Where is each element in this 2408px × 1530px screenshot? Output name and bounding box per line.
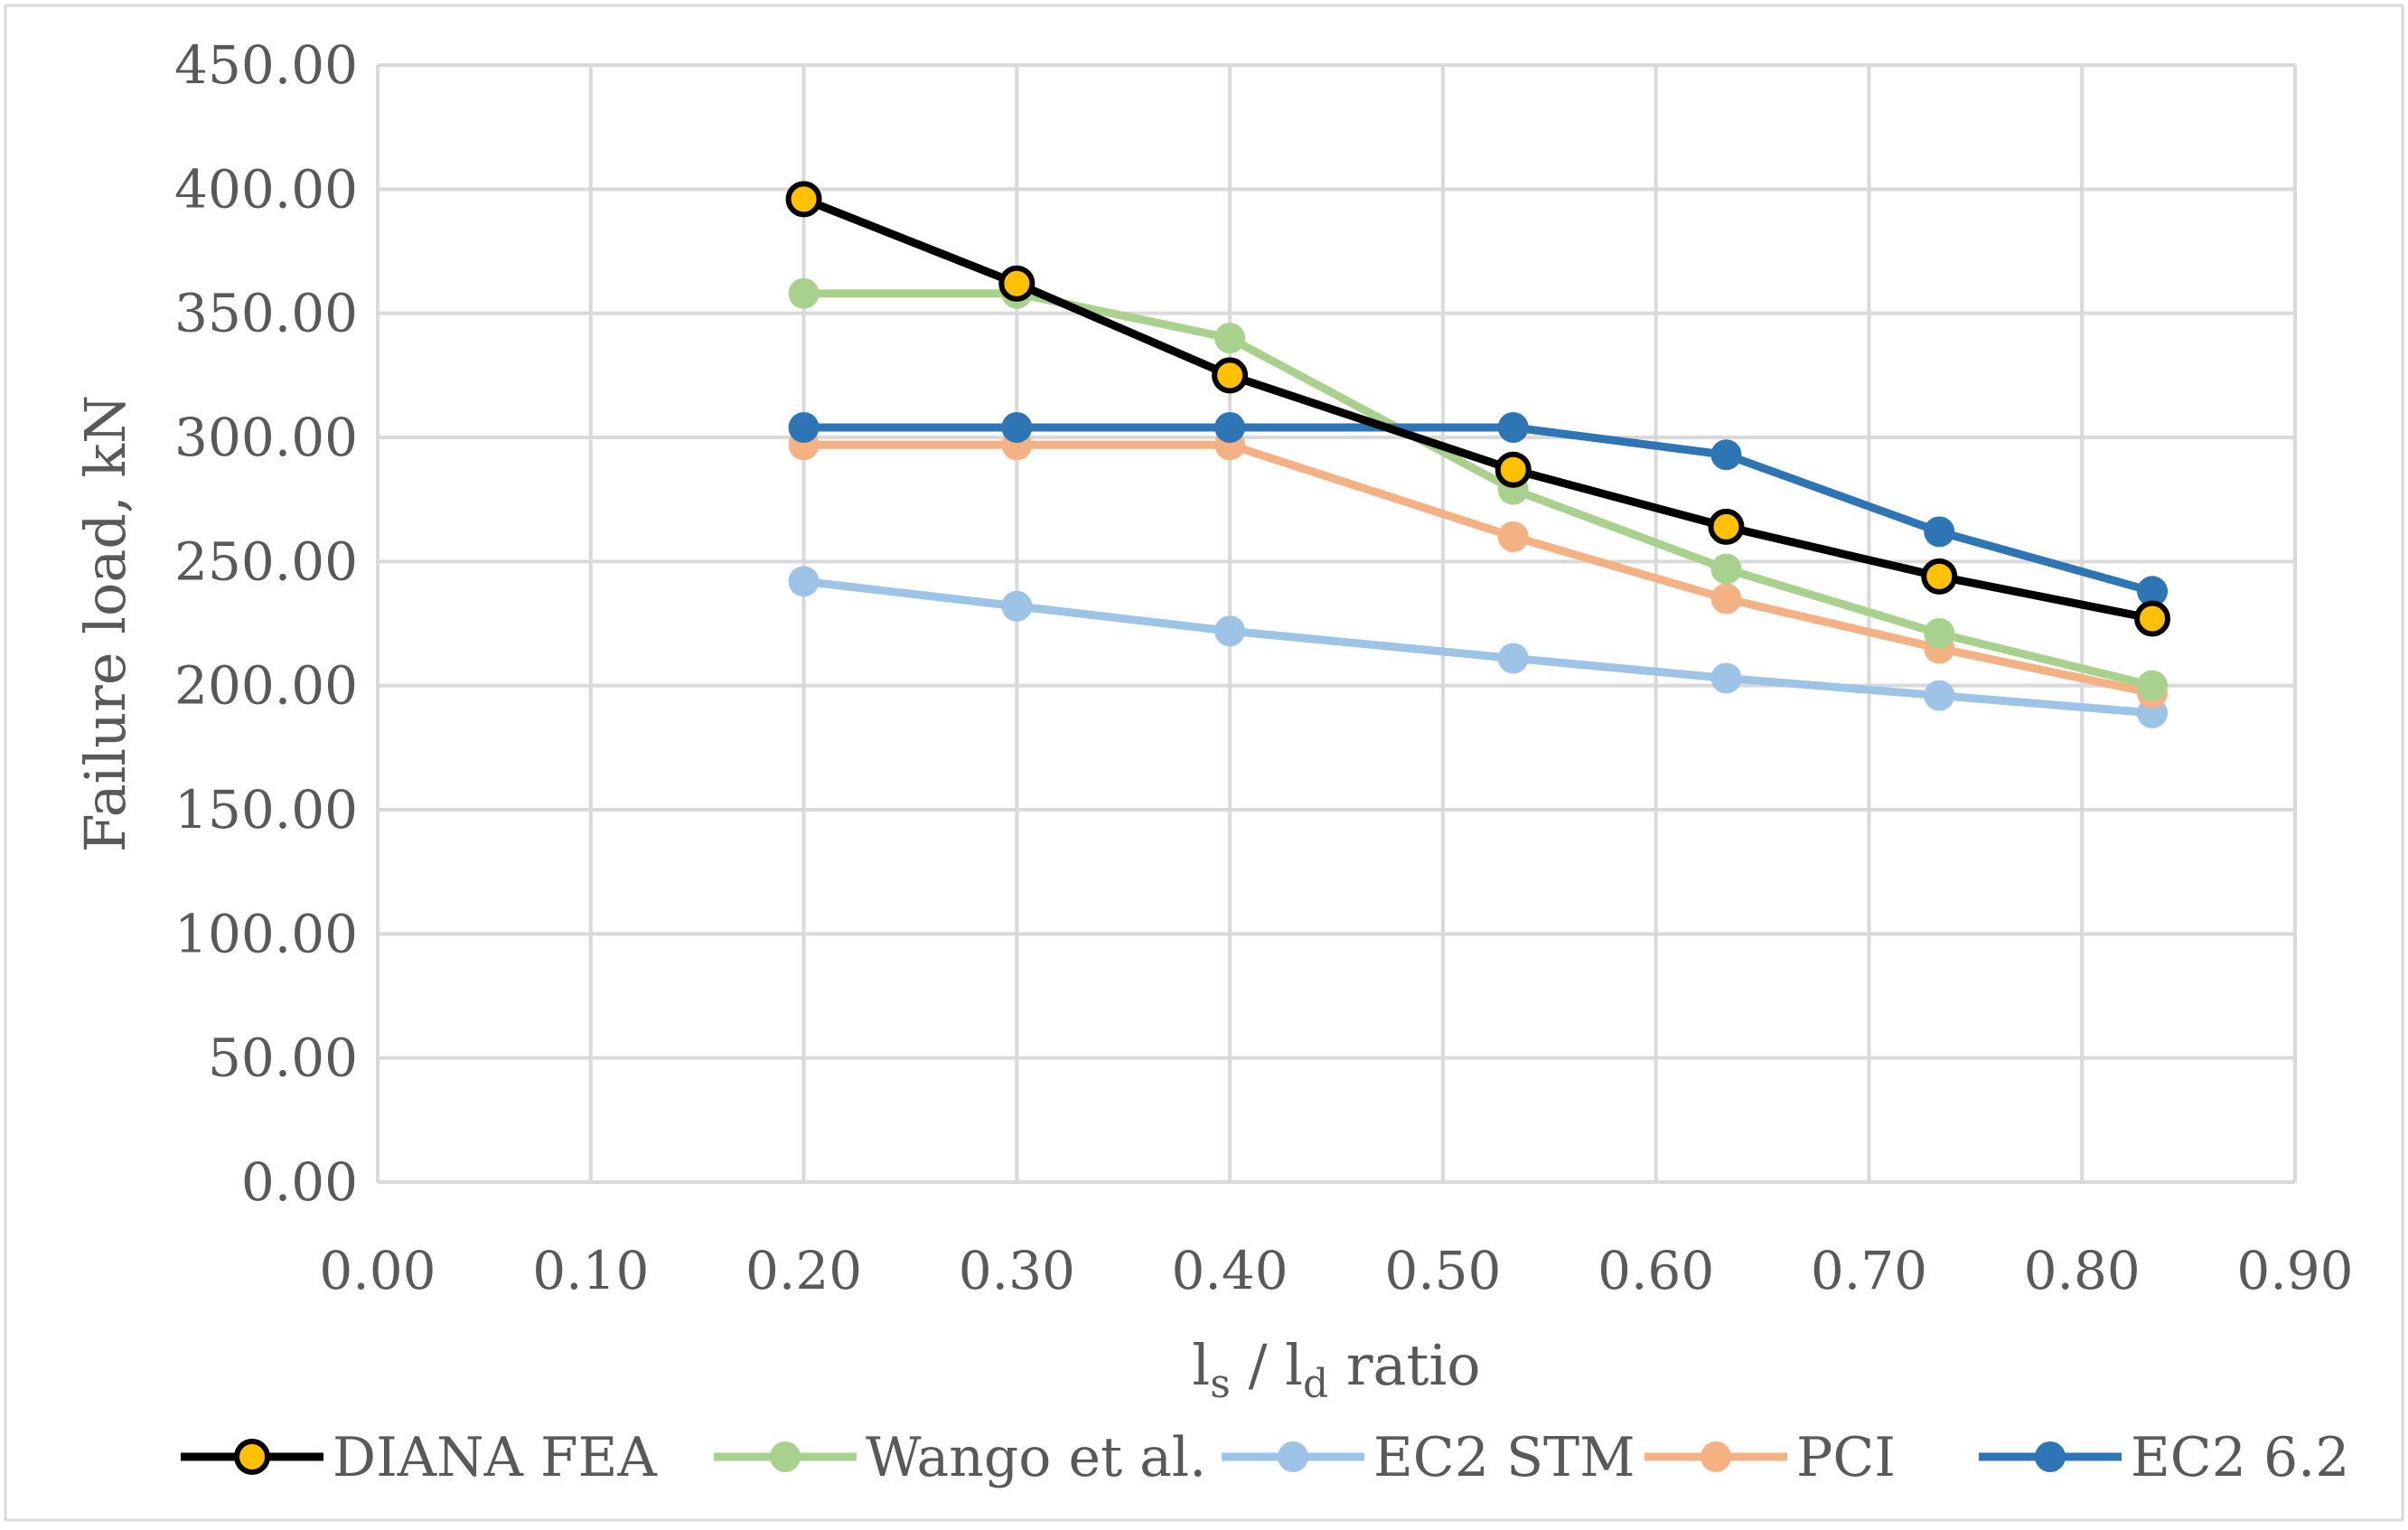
data-point-wango-et-al- <box>1924 617 1955 649</box>
data-point-pci <box>1710 583 1742 615</box>
x-axis-title-part: l <box>1192 1332 1210 1398</box>
data-point-wango-et-al- <box>1214 323 1246 354</box>
y-tick-label: 450.00 <box>174 34 358 96</box>
y-tick-label: 300.00 <box>174 407 358 468</box>
data-point-diana-fea <box>998 265 1035 302</box>
data-point-ec2-stm <box>1497 643 1529 674</box>
x-axis-title-subscript: s <box>1210 1361 1231 1407</box>
data-point-diana-fea <box>785 181 822 218</box>
data-point-ec2-6-2 <box>2137 576 2169 607</box>
data-point-ec2-6-2 <box>1001 412 1033 444</box>
legend-marker-ec2-stm <box>1278 1441 1308 1472</box>
grid <box>378 63 2297 1182</box>
data-point-ec2-stm <box>1924 680 1955 711</box>
y-tick-label: 400.00 <box>174 158 358 220</box>
data-point-ec2-stm <box>1710 662 1742 694</box>
legend: DIANA FEA Wango et al. EC2 STM PCI EC2 6.2 <box>181 1426 2349 1489</box>
legend-label-ec2-stm: EC2 STM <box>1373 1426 1635 1489</box>
x-tick-label: 0.00 <box>319 1240 436 1301</box>
legend-label-pci: PCI <box>1796 1426 1896 1489</box>
chart-border <box>4 4 2404 1522</box>
data-point-wango-et-al- <box>788 277 820 309</box>
legend-marker-ec2-6-2 <box>2035 1441 2066 1472</box>
x-tick-label: 0.20 <box>745 1240 862 1301</box>
x-tick-label: 0.40 <box>1172 1240 1288 1301</box>
data-point-diana-fea <box>1921 558 1958 595</box>
legend-label-wango-et-al-: Wango et al. <box>866 1426 1206 1489</box>
y-tick-label: 200.00 <box>174 655 358 717</box>
legend-marker-pci <box>1701 1441 1731 1472</box>
y-tick-label: 100.00 <box>174 903 358 964</box>
data-point-diana-fea <box>1212 357 1249 394</box>
data-point-ec2-6-2 <box>1497 412 1529 444</box>
x-tick-label: 0.60 <box>1598 1240 1714 1301</box>
data-point-ec2-6-2 <box>788 412 820 444</box>
data-point-wango-et-al- <box>2137 670 2169 701</box>
x-axis-title-part: / <box>1231 1332 1285 1398</box>
data-point-ec2-6-2 <box>1710 439 1742 471</box>
data-point-pci <box>1497 521 1529 552</box>
series <box>785 181 2171 728</box>
data-point-ec2-6-2 <box>1924 516 1955 548</box>
legend-label-diana-fea: DIANA FEA <box>333 1426 657 1489</box>
x-axis-title-subscript: d <box>1303 1361 1328 1407</box>
y-tick-label: 350.00 <box>174 283 358 344</box>
x-tick-label: 0.90 <box>2236 1240 2353 1301</box>
y-tick-label: 150.00 <box>174 779 358 840</box>
x-tick-label: 0.10 <box>532 1240 649 1301</box>
x-tick-label: 0.50 <box>1384 1240 1501 1301</box>
data-point-diana-fea <box>2134 600 2171 637</box>
y-tick-label: 250.00 <box>174 530 358 592</box>
x-axis-title: ls / ld ratio <box>1192 1332 1480 1407</box>
x-tick-label: 0.80 <box>2024 1240 2141 1301</box>
data-point-diana-fea <box>1708 508 1745 545</box>
data-point-diana-fea <box>1494 451 1532 488</box>
x-axis-title-part: ratio <box>1328 1332 1480 1398</box>
data-point-ec2-stm <box>788 566 820 597</box>
y-tick-label: 50.00 <box>208 1028 358 1089</box>
legend-marker-wango-et-al- <box>770 1441 801 1472</box>
legend-marker-diana-fea <box>234 1439 270 1475</box>
data-point-ec2-stm <box>1001 590 1033 622</box>
y-axis-title: Failure load, kN <box>72 395 138 852</box>
data-point-ec2-6-2 <box>1214 412 1246 444</box>
data-point-wango-et-al- <box>1710 553 1742 585</box>
x-tick-label: 0.70 <box>1811 1240 1927 1301</box>
x-tick-label: 0.30 <box>959 1240 1075 1301</box>
x-axis-title-part: l <box>1285 1332 1303 1398</box>
y-tick-label: 0.00 <box>241 1151 358 1213</box>
axes: 0.00 50.00 100.00 150.00 200.00 250.00 300.00 3… <box>72 34 2354 1407</box>
data-point-ec2-stm <box>1214 615 1246 647</box>
legend-label-ec2-6-2: EC2 6.2 <box>2131 1426 2349 1489</box>
